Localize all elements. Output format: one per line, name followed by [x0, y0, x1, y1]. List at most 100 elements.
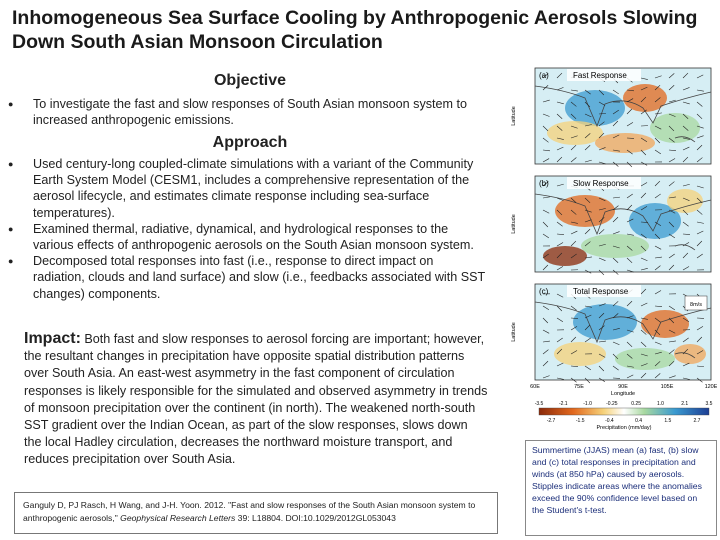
wind-vector [598, 353, 606, 358]
map-panel: (b) Slow Response [534, 175, 712, 276]
wind-vector [640, 288, 647, 295]
wind-vector [682, 209, 689, 216]
map-shading [674, 344, 706, 364]
wind-vector [640, 86, 648, 91]
wind-vector [640, 363, 648, 367]
colorbar-label: 0.4 [635, 418, 642, 424]
colorbar-label: -2.7 [547, 418, 556, 424]
wind-vector [598, 112, 606, 115]
wind-vector [542, 73, 549, 79]
wind-vector [626, 300, 633, 307]
wind-vector [668, 73, 675, 79]
wind-vector [640, 77, 648, 80]
wind-vector [640, 302, 648, 307]
wind-vector [570, 336, 577, 343]
map-shading [547, 121, 603, 145]
wind-vector [668, 85, 675, 91]
wind-vector [696, 113, 703, 120]
map-panel: (c) Total Response [534, 283, 712, 384]
wind-vector [668, 196, 676, 199]
colorbar-label: -1.5 [576, 418, 585, 424]
wind-vector [598, 312, 605, 319]
wind-vector [556, 221, 563, 227]
wind-vector [598, 132, 605, 139]
colorbar-label: 1.0 [657, 401, 664, 407]
wind-vector [682, 337, 689, 343]
wind-vector [640, 353, 648, 357]
wind-vector [542, 305, 550, 311]
wind-vector [640, 267, 648, 271]
colorbar-label: -1.0 [583, 401, 592, 407]
wind-vector [640, 257, 648, 262]
wind-vector [584, 145, 591, 151]
wind-vector [640, 233, 647, 239]
panel-label: (a) [539, 71, 549, 80]
wind-vector [696, 336, 703, 343]
map-shading [555, 195, 615, 227]
wind-vector [612, 328, 620, 331]
panel-title-box [567, 177, 641, 189]
wind-vector [626, 108, 633, 115]
wind-vector [626, 329, 634, 333]
lon-label: 90E [618, 384, 628, 390]
wind-vector [570, 365, 578, 367]
wind-vector [584, 101, 591, 108]
colorbar [538, 407, 710, 416]
wind-vector [696, 157, 703, 163]
wind-vector [654, 193, 661, 199]
wind-vector [542, 113, 550, 117]
wind-vector [584, 269, 592, 274]
wind-vector [654, 97, 661, 103]
wind-vector [696, 253, 703, 259]
wind-vector [668, 360, 675, 367]
wind-vector [682, 233, 691, 235]
map-shading [554, 342, 606, 366]
wind-vector [612, 231, 620, 235]
wind-vector [556, 183, 564, 187]
map-panel: (a) Fast Response [534, 67, 712, 168]
wind-vector [696, 350, 704, 355]
wind-vector [682, 101, 690, 105]
colorbar-label: -3.5 [535, 401, 544, 407]
wind-vector [668, 137, 675, 143]
lon-label: 120E [705, 384, 717, 390]
wind-vector [598, 229, 605, 235]
wind-vector [682, 72, 689, 79]
wind-vector [668, 158, 676, 163]
wind-vector [640, 245, 647, 252]
wind-vector [584, 377, 591, 384]
bullet: Decomposed total responses into fast (i.… [6, 253, 486, 302]
bullet: To investigate the fast and slow respons… [6, 96, 486, 128]
wind-vector [682, 156, 689, 163]
colorbar-label: 2.1 [681, 401, 688, 407]
wind-vector [654, 233, 661, 240]
figure: (a)Fast Response40N30N20N10NEQ10S20SLati… [511, 67, 717, 431]
wind-vector [570, 209, 577, 215]
approach-heading: Approach [212, 134, 288, 151]
wind-vector [626, 233, 634, 236]
wind-vector [626, 149, 633, 155]
wind-vector [640, 372, 647, 379]
wind-vector [584, 256, 592, 259]
wind-vector [654, 256, 662, 259]
wind-vector [654, 305, 662, 307]
colorbar-label: 0.25 [631, 401, 641, 407]
wind-vector [598, 208, 606, 211]
wind-vector [640, 341, 647, 347]
wind-vector [570, 157, 577, 163]
wind-vector [626, 89, 634, 92]
wind-vector [640, 96, 647, 103]
wind-vector [584, 113, 592, 118]
wind-vector [584, 337, 591, 343]
colorbar-title: Precipitation (mm/day) [596, 425, 651, 431]
panel-title: Slow Response [573, 179, 629, 188]
wind-vector [542, 360, 549, 367]
wind-vector [598, 325, 605, 331]
coastline [534, 85, 712, 143]
wind-vector [612, 313, 619, 319]
wind-vector [542, 196, 550, 199]
wind-vector [556, 337, 563, 343]
citation-text: Ganguly D, PJ Rasch, H Wang, and J-H. Yo… [23, 500, 476, 523]
wind-vector [612, 120, 619, 127]
panel-title-box [567, 285, 641, 297]
